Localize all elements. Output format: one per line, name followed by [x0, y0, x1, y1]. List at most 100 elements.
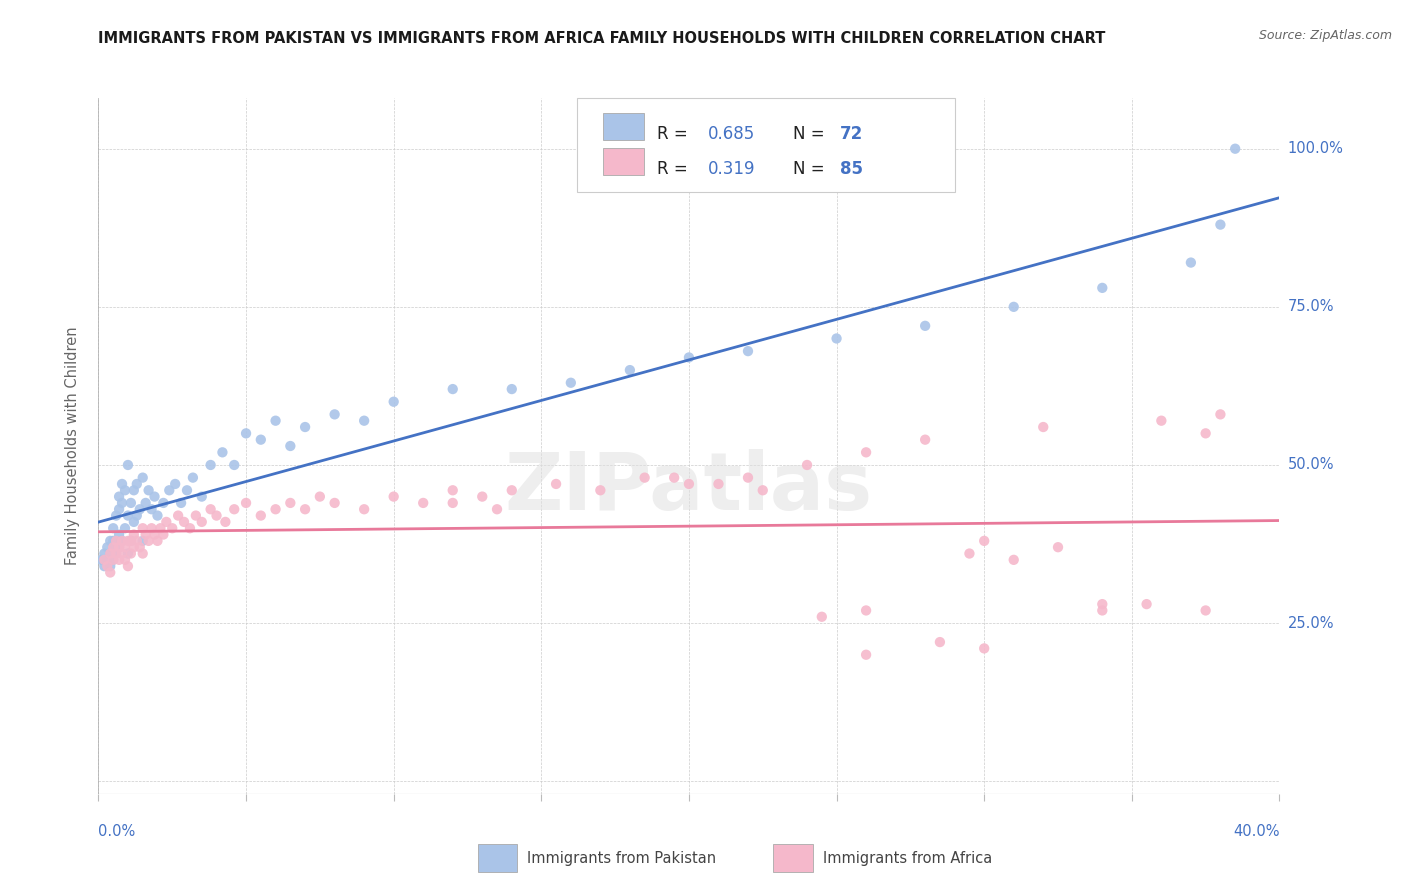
Point [191, 490, 214, 504]
Point [93, 553, 115, 567]
FancyBboxPatch shape [603, 113, 644, 140]
Point [117, 533, 139, 548]
Point [152, 496, 174, 510]
Point [114, 483, 136, 498]
Point [170, 496, 193, 510]
Text: 0.685: 0.685 [707, 125, 755, 144]
Point [810, 609, 832, 624]
Point [128, 540, 150, 554]
Point [619, 363, 641, 377]
Point [117, 508, 139, 523]
Point [96, 540, 118, 554]
Point [103, 553, 125, 567]
Point [138, 483, 160, 498]
Point [114, 521, 136, 535]
Point [111, 533, 134, 548]
Point [914, 433, 936, 447]
Point [441, 496, 464, 510]
Point [135, 496, 157, 510]
Point [278, 439, 302, 453]
Point [108, 540, 131, 554]
Point [1091, 597, 1114, 611]
Point [382, 490, 405, 504]
Point [205, 508, 228, 523]
Point [235, 426, 257, 441]
Point [250, 433, 273, 447]
Point [1046, 540, 1069, 554]
Point [105, 533, 128, 548]
Point [114, 553, 136, 567]
Point [96, 553, 118, 567]
Point [96, 559, 118, 574]
Point [173, 515, 195, 529]
Text: 40.0%: 40.0% [1233, 824, 1279, 839]
Point [111, 533, 134, 548]
Point [98, 533, 121, 548]
Point [120, 547, 142, 561]
Point [98, 559, 121, 574]
Point [264, 414, 287, 428]
Point [98, 547, 121, 561]
Point [323, 408, 346, 422]
Point [114, 540, 136, 554]
Point [132, 521, 155, 535]
Point [959, 547, 981, 561]
Point [98, 547, 121, 561]
Point [103, 540, 125, 554]
Point [1209, 218, 1232, 232]
Point [1150, 414, 1173, 428]
Point [105, 508, 128, 523]
Text: N =: N = [793, 125, 830, 144]
Point [1223, 142, 1246, 156]
Point [132, 547, 155, 561]
Point [441, 483, 464, 498]
Point [176, 483, 198, 498]
Text: Source: ZipAtlas.com: Source: ZipAtlas.com [1258, 29, 1392, 42]
Point [117, 547, 139, 561]
Point [149, 521, 172, 535]
Point [143, 490, 166, 504]
Point [382, 394, 405, 409]
Point [1180, 255, 1202, 269]
FancyBboxPatch shape [576, 98, 955, 192]
Point [544, 477, 567, 491]
Point [501, 483, 523, 498]
Point [120, 533, 142, 548]
FancyBboxPatch shape [603, 148, 644, 175]
Point [1195, 426, 1218, 441]
Point [751, 483, 773, 498]
Point [412, 496, 434, 510]
Point [855, 648, 877, 662]
Text: R =: R = [657, 125, 693, 144]
Point [825, 331, 848, 345]
Point [224, 502, 246, 516]
Point [132, 470, 155, 484]
Text: ZIPatlas: ZIPatlas [505, 449, 873, 527]
Point [90, 553, 112, 567]
Point [737, 344, 759, 359]
Point [353, 502, 375, 516]
Point [200, 502, 222, 516]
Point [93, 547, 115, 561]
Point [146, 508, 169, 523]
Point [162, 521, 183, 535]
Point [309, 490, 332, 504]
Point [108, 553, 131, 567]
Point [1091, 281, 1114, 295]
Text: 85: 85 [841, 160, 863, 178]
Point [1135, 597, 1157, 611]
Point [105, 547, 128, 561]
Point [633, 470, 655, 484]
Point [707, 477, 730, 491]
Point [98, 566, 121, 580]
Point [323, 496, 346, 510]
Y-axis label: Family Households with Children: Family Households with Children [65, 326, 80, 566]
Point [120, 496, 142, 510]
Point [184, 508, 207, 523]
Point [928, 635, 950, 649]
Point [678, 477, 700, 491]
Point [264, 502, 287, 516]
Point [191, 515, 214, 529]
Text: 25.0%: 25.0% [1288, 615, 1334, 631]
Point [122, 540, 145, 554]
